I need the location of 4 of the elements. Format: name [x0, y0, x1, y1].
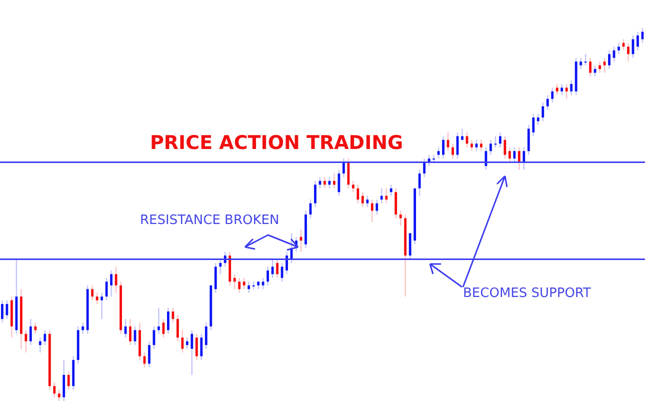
- candlestick: [432, 154, 435, 163]
- annotation: BECOMES SUPPORT: [463, 286, 591, 301]
- text: PRICE ACTION TRADING: [150, 132, 404, 154]
- annotation: RESISTANCE BROKEN: [140, 213, 280, 228]
